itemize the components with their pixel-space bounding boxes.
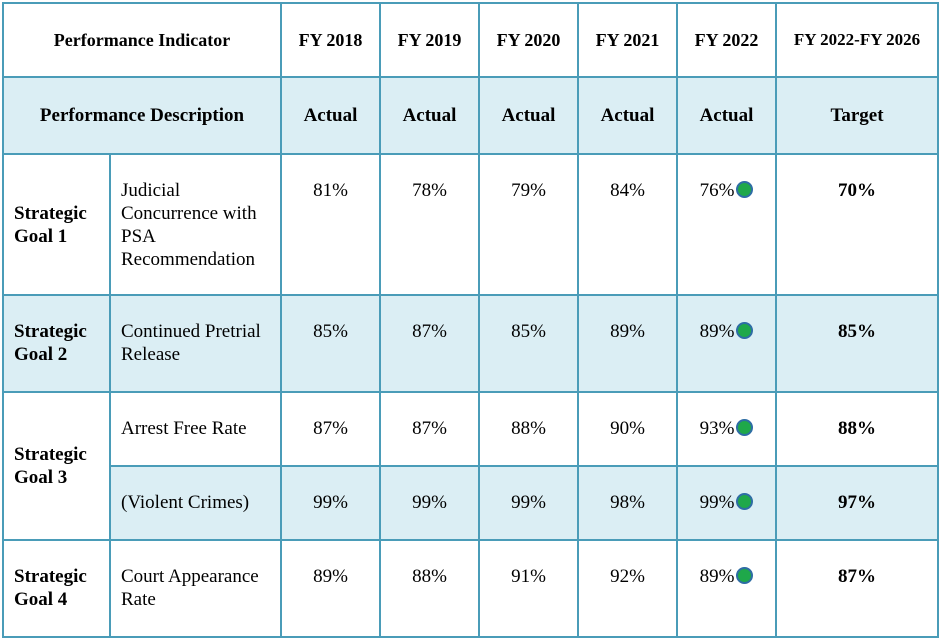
value-cell: 79%: [478, 153, 579, 296]
status-dot-icon: [736, 567, 754, 584]
value-text: 76%: [699, 180, 735, 201]
header-row: Performance Indicator FY 2018 FY 2019 FY…: [2, 2, 939, 78]
header-year: FY 2018: [280, 2, 381, 78]
status-dot-icon: [736, 493, 754, 510]
subheader-target: Target: [775, 76, 939, 155]
table-row: Strategic Goal 4 Court Appearance Rate 8…: [2, 539, 939, 638]
value-cell: 88%: [379, 539, 480, 638]
subheader-actual: Actual: [280, 76, 381, 155]
value-cell: 87%: [280, 391, 381, 467]
header-year: FY 2019: [379, 2, 480, 78]
value-cell-fy2022: 89%: [676, 539, 777, 638]
value-cell: 99%: [280, 465, 381, 541]
value-cell: 99%: [478, 465, 579, 541]
target-cell: 85%: [775, 294, 939, 393]
table-row: Strategic Goal 2 Continued Pretrial Rele…: [2, 294, 939, 393]
subheader-row: Performance Description Actual Actual Ac…: [2, 76, 939, 155]
value-cell: 90%: [577, 391, 678, 467]
status-dot-icon: [736, 419, 754, 436]
subheader-description: Performance Description: [2, 76, 282, 155]
indicator-description: Arrest Free Rate: [109, 391, 282, 467]
value-cell: 91%: [478, 539, 579, 638]
target-cell: 70%: [775, 153, 939, 296]
subheader-actual: Actual: [379, 76, 480, 155]
status-dot-icon: [736, 181, 754, 198]
value-cell: 81%: [280, 153, 381, 296]
goal-label: Strategic Goal 4: [2, 539, 111, 638]
value-cell: 85%: [478, 294, 579, 393]
target-cell: 88%: [775, 391, 939, 467]
value-cell: 89%: [280, 539, 381, 638]
value-text: 89%: [699, 321, 735, 342]
value-cell: 78%: [379, 153, 480, 296]
goal-label: Strategic Goal 2: [2, 294, 111, 393]
header-indicator: Performance Indicator: [2, 2, 282, 78]
value-cell-fy2022: 93%: [676, 391, 777, 467]
value-text: 93%: [699, 418, 735, 439]
table-row: Strategic Goal 3 Arrest Free Rate 87% 87…: [2, 391, 939, 541]
value-cell: 88%: [478, 391, 579, 467]
header-year: FY 2020: [478, 2, 579, 78]
value-cell-fy2022: 99%: [676, 465, 777, 541]
value-text: 99%: [699, 492, 735, 513]
goal-label: Strategic Goal 3: [2, 391, 111, 541]
value-cell: 85%: [280, 294, 381, 393]
header-range: FY 2022-FY 2026: [775, 2, 939, 78]
indicator-description: (Violent Crimes): [109, 465, 282, 541]
value-cell-fy2022: 76%: [676, 153, 777, 296]
value-cell: 87%: [379, 294, 480, 393]
indicator-description: Judicial Concurrence with PSA Recommenda…: [109, 153, 282, 296]
value-cell: 92%: [577, 539, 678, 638]
subheader-actual: Actual: [577, 76, 678, 155]
value-cell: 99%: [379, 465, 480, 541]
value-cell: 87%: [379, 391, 480, 467]
indicator-description: Court Appearance Rate: [109, 539, 282, 638]
table-row: Strategic Goal 1 Judicial Concurrence wi…: [2, 153, 939, 296]
status-dot-icon: [736, 322, 754, 339]
value-cell: 98%: [577, 465, 678, 541]
value-cell: 89%: [577, 294, 678, 393]
table-row: (Violent Crimes) 99% 99% 99% 98% 99% 97%: [3, 465, 939, 541]
target-cell: 87%: [775, 539, 939, 638]
target-cell: 97%: [775, 465, 939, 541]
value-text: 89%: [699, 566, 735, 587]
indicator-description: Continued Pretrial Release: [109, 294, 282, 393]
subheader-actual: Actual: [478, 76, 579, 155]
header-year: FY 2022: [676, 2, 777, 78]
goal-label: Strategic Goal 1: [2, 153, 111, 296]
subheader-actual: Actual: [676, 76, 777, 155]
value-cell: 84%: [577, 153, 678, 296]
header-year: FY 2021: [577, 2, 678, 78]
value-cell-fy2022: 89%: [676, 294, 777, 393]
